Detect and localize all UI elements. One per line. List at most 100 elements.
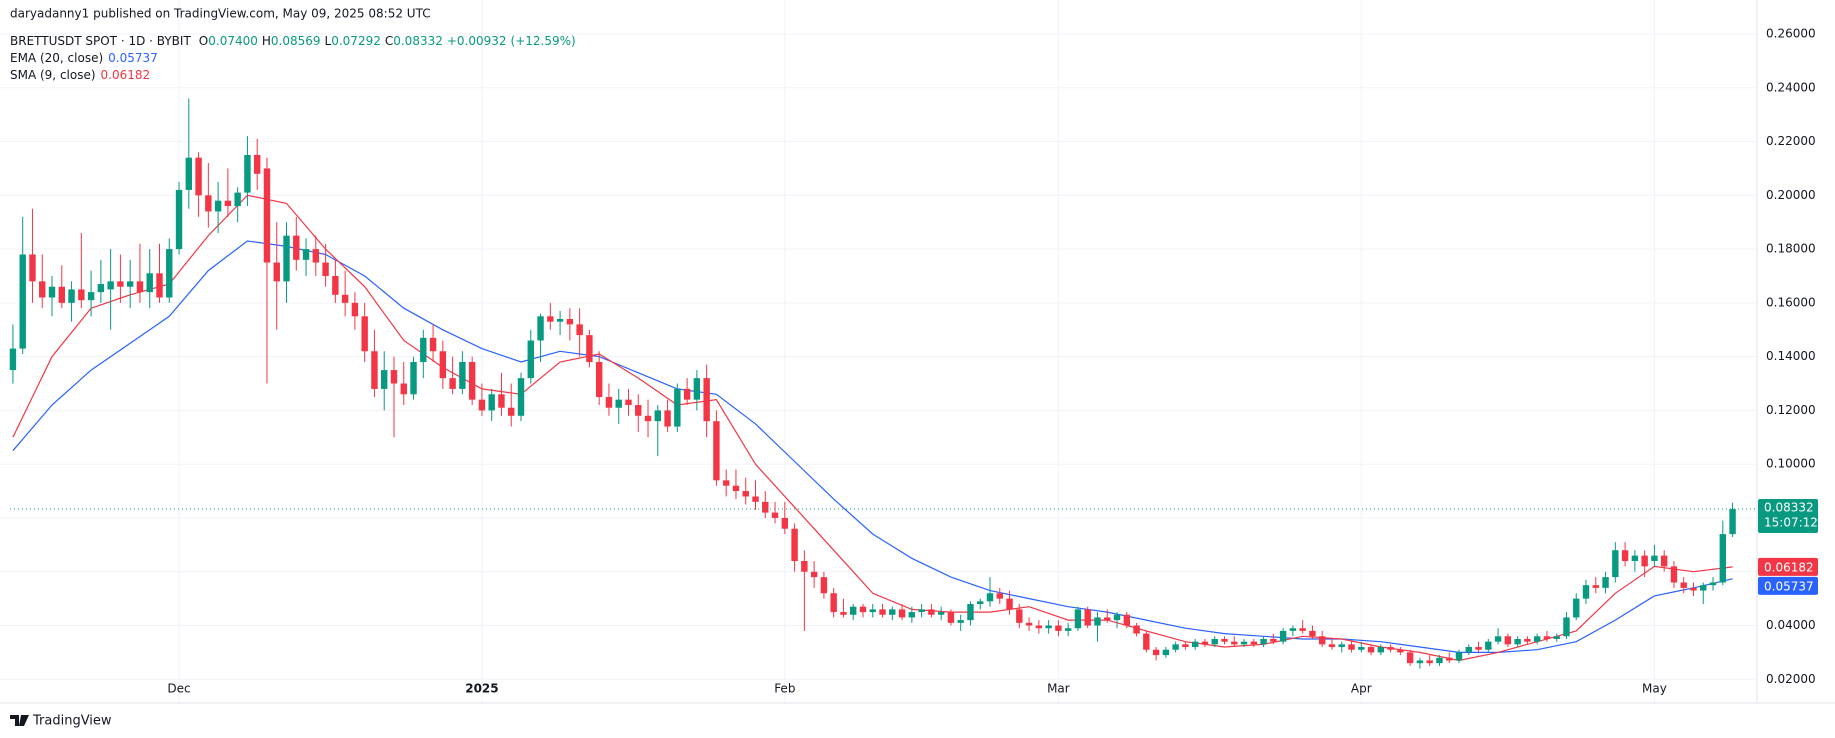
candle-body: [722, 480, 730, 486]
candle-body: [1123, 614, 1130, 626]
candle-body: [214, 200, 222, 212]
candle-body: [1524, 638, 1531, 642]
x-tick-label: 2025: [465, 682, 498, 696]
candle-body: [1631, 555, 1639, 561]
candle-body: [68, 289, 75, 303]
legend-name: SMA (9, close): [10, 68, 96, 82]
legend-value: 0.06182: [101, 68, 151, 82]
candle-body: [713, 421, 720, 481]
change-pct: (+12.59%): [511, 34, 576, 48]
candle-body: [869, 609, 876, 613]
candle-body: [1016, 609, 1023, 623]
candle-body: [400, 383, 407, 395]
candle-body: [1221, 638, 1228, 642]
candle-body: [1279, 630, 1287, 642]
candle-body: [1006, 598, 1013, 610]
candle-body: [1231, 641, 1238, 645]
candle-body: [1660, 555, 1668, 567]
y-tick-label: 0.20000: [1766, 188, 1816, 202]
candle-body: [1475, 647, 1482, 650]
candle-body: [908, 612, 916, 618]
countdown-label: 15:07:12: [1764, 516, 1818, 530]
indicators: [12, 194, 1733, 662]
candle-body: [1309, 630, 1316, 637]
ohlc-value: 0.08332: [393, 34, 443, 48]
candle-body: [1250, 641, 1258, 645]
candle-body: [390, 370, 398, 384]
candle-body: [312, 249, 320, 263]
indicator-line: [12, 240, 1733, 653]
candle-body: [78, 289, 85, 301]
candle-body: [742, 491, 749, 497]
candle-body: [1426, 660, 1433, 664]
candle-body: [1172, 644, 1179, 650]
candle-body: [820, 577, 828, 594]
candle-body: [957, 620, 964, 623]
x-tick-label: May: [1642, 682, 1667, 696]
legend-entry: EMA (20, close) 0.05737: [10, 51, 158, 65]
candle-body: [488, 394, 495, 411]
candle-body: [1592, 585, 1599, 588]
candle-body: [1553, 636, 1560, 639]
ohlc-value: 0.07292: [331, 34, 381, 48]
candle-body: [791, 528, 798, 561]
candle-body: [644, 415, 652, 422]
candle-body: [556, 318, 564, 322]
candle-body: [1485, 641, 1492, 650]
candle-body: [1094, 617, 1101, 626]
ohlc-name: H: [262, 34, 271, 48]
candle-body: [156, 273, 163, 298]
candle-body: [703, 378, 710, 422]
candle-body: [1533, 636, 1541, 642]
candle-body: [752, 496, 759, 502]
candle-body: [527, 340, 534, 379]
candle-body: [1182, 644, 1189, 648]
change: +0.00932: [447, 34, 507, 48]
candle-body: [781, 517, 789, 529]
indicator-line: [12, 194, 1733, 662]
candle-body: [1465, 647, 1472, 653]
candle-body: [302, 249, 310, 260]
candle-body: [1582, 585, 1590, 599]
candle-body: [683, 388, 691, 400]
candle-body: [1084, 609, 1091, 626]
candle-body: [1358, 647, 1365, 650]
candle-body: [1328, 644, 1336, 648]
candle-body: [420, 337, 427, 363]
ohlc-value: 0.07400: [208, 34, 258, 48]
legend-entry: SMA (9, close) 0.06182: [10, 68, 150, 82]
ohlc-name: L: [325, 34, 332, 48]
symbol-header: BRETTUSDT SPOT · 1D · BYBIT O0.07400 H0.08…: [10, 34, 576, 48]
candle-body: [1201, 641, 1209, 645]
candle-body: [1143, 633, 1150, 650]
y-tick-label: 0.02000: [1766, 672, 1816, 686]
y-tick-label: 0.24000: [1766, 80, 1816, 94]
published-line: daryadanny1 published on TradingView.com…: [10, 7, 431, 21]
candle-body: [732, 485, 740, 492]
candle-body: [39, 281, 46, 298]
candle-body: [146, 273, 153, 293]
candle-body: [1563, 617, 1570, 637]
candle-body: [810, 571, 818, 578]
candle-body: [595, 362, 603, 397]
legend: EMA (20, close) 0.05737 SMA (9, close) 0.06…: [10, 51, 158, 82]
branding: TradingView: [10, 714, 112, 729]
candle-body: [918, 609, 925, 613]
candle-body: [1621, 550, 1629, 561]
candle-body: [175, 189, 183, 250]
logo-icon: [10, 715, 29, 726]
candle-body: [273, 262, 280, 282]
candle-body: [508, 407, 515, 416]
candle-body: [429, 337, 437, 352]
candle-body: [547, 316, 554, 322]
candle-body: [1319, 636, 1326, 645]
candle-body: [459, 362, 466, 389]
candle-body: [879, 609, 886, 615]
branding-text: TradingView: [32, 714, 112, 729]
candle-body: [1152, 649, 1160, 656]
candle-body: [48, 286, 56, 298]
candle-body: [449, 378, 456, 389]
candle-body: [1602, 577, 1609, 588]
